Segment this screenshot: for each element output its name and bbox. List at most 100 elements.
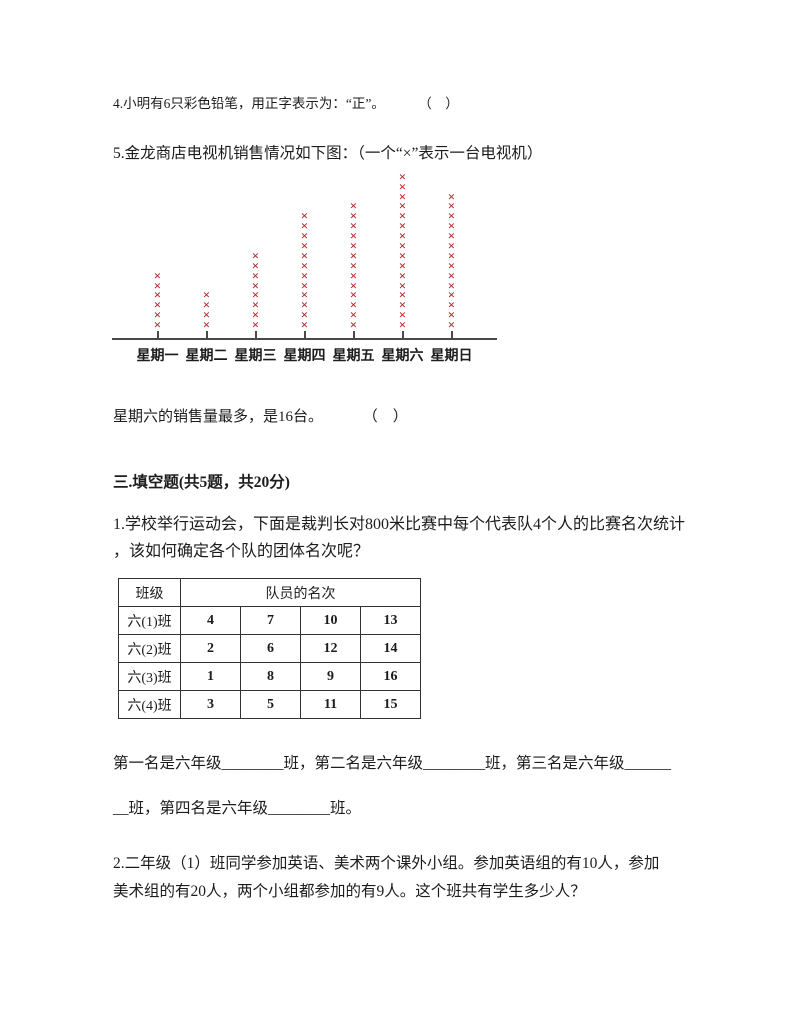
- unit-mark-icon: ×: [447, 218, 456, 234]
- unit-mark-icon: ×: [447, 247, 456, 263]
- unit-mark-icon: ×: [202, 307, 211, 323]
- question-2: 2.二年级（1）班同学参加英语、美术两个课外小组。参加英语组的有10人，参加 美…: [113, 850, 659, 906]
- axis-tick: [205, 331, 208, 338]
- rank-value-cell: 12: [300, 634, 361, 663]
- chart-column-7: × × × × × × × × × × × × × ×: [427, 188, 476, 338]
- unit-mark-icon: ×: [398, 247, 407, 263]
- rank-value-cell: 1: [180, 662, 241, 691]
- row-label: 六(3)班: [118, 662, 181, 691]
- unit-mark-icon: ×: [398, 287, 407, 303]
- unit-mark-icon: ×: [398, 228, 407, 244]
- unit-mark-icon: ×: [153, 307, 162, 323]
- unit-mark-icon: ×: [447, 228, 456, 244]
- unit-mark-icon: ×: [300, 307, 309, 323]
- unit-mark-icon: ×: [251, 247, 260, 263]
- tv-sales-pictograph: × × × × × × × × × × × × × × × × × × × × × × × × × × × × × × × × × × × × × × × ×…: [112, 170, 497, 365]
- unit-mark-icon: ×: [202, 287, 211, 303]
- rank-value-cell: 15: [360, 690, 421, 719]
- rank-value-cell: 7: [240, 606, 301, 635]
- unit-mark-icon: ×: [349, 228, 358, 244]
- unit-mark-icon: ×: [202, 317, 211, 333]
- unit-mark-icon: ×: [349, 218, 358, 234]
- axis-label-2: 星期二: [185, 349, 228, 364]
- chart-axis-labels: 星期一 星期二 星期三 星期四 星期五 星期六 星期日: [112, 345, 497, 365]
- unit-mark-icon: ×: [447, 198, 456, 214]
- axis-tick: [156, 331, 159, 338]
- table-span-header: 队员的名次: [180, 578, 421, 607]
- unit-mark-icon: ×: [447, 277, 456, 293]
- judgment-statement: 星期六的销售量最多，是16台。 （ ）: [113, 405, 408, 426]
- chart-column-2: × × × ×: [182, 287, 231, 338]
- unit-mark-icon: ×: [447, 208, 456, 224]
- unit-mark-icon: ×: [398, 277, 407, 293]
- table-corner-header: 班级: [118, 578, 181, 607]
- unit-mark-icon: ×: [300, 247, 309, 263]
- rank-value-cell: 4: [180, 606, 241, 635]
- rank-value-cell: 9: [300, 662, 361, 691]
- unit-mark-icon: ×: [447, 237, 456, 253]
- question-1-line-1: 1.学校举行运动会，下面是裁判长对800米比赛中每个代表队4个人的比赛名次统计: [113, 516, 686, 533]
- unit-mark-icon: ×: [251, 257, 260, 273]
- unit-mark-icon: ×: [300, 297, 309, 313]
- unit-mark-icon: ×: [153, 287, 162, 303]
- unit-mark-icon: ×: [153, 277, 162, 293]
- rank-value-cell: 3: [180, 690, 241, 719]
- unit-mark-icon: ×: [349, 277, 358, 293]
- unit-mark-icon: ×: [300, 267, 309, 283]
- unit-mark-icon: ×: [349, 257, 358, 273]
- unit-mark-icon: ×: [300, 277, 309, 293]
- unit-mark-icon: ×: [398, 317, 407, 333]
- chart-column-3: × × × × × × × ×: [231, 247, 280, 338]
- rank-value-cell: 8: [240, 662, 301, 691]
- question-4-text: 4.小明有6只彩色铅笔，用正字表示为：“正”。: [113, 96, 385, 111]
- row-label: 六(4)班: [118, 690, 181, 719]
- table-row: 六(3)班 1 8 9 16: [118, 662, 421, 691]
- unit-mark-icon: ×: [251, 277, 260, 293]
- unit-mark-icon: ×: [398, 237, 407, 253]
- unit-mark-icon: ×: [349, 287, 358, 303]
- rank-value-cell: 10: [300, 606, 361, 635]
- rank-value-cell: 11: [300, 690, 361, 719]
- unit-mark-icon: ×: [300, 317, 309, 333]
- judgment-answer-bracket: （ ）: [362, 409, 408, 425]
- rank-value-cell: 6: [240, 634, 301, 663]
- judgment-statement-text: 星期六的销售量最多，是16台。: [113, 409, 324, 425]
- unit-mark-icon: ×: [300, 218, 309, 234]
- unit-mark-icon: ×: [300, 257, 309, 273]
- unit-mark-icon: ×: [447, 297, 456, 313]
- blanks-paragraph-line-2: __班，第四名是六年级________班。: [113, 800, 362, 817]
- unit-mark-icon: ×: [349, 307, 358, 323]
- unit-mark-icon: ×: [398, 188, 407, 204]
- unit-mark-icon: ×: [398, 297, 407, 313]
- table-row: 六(1)班 4 7 10 13: [118, 606, 421, 635]
- unit-mark-icon: ×: [251, 317, 260, 333]
- rank-value-cell: 5: [240, 690, 301, 719]
- question-5: 5.金龙商店电视机销售情况如下图：（一个“×”表示一台电视机）: [113, 141, 542, 163]
- unit-mark-icon: ×: [251, 297, 260, 313]
- question-2-line-2: 美术组的有20人，两个小组都参加的有9人。这个班共有学生多少人？: [113, 883, 586, 900]
- chart-column-5: × × × × × × × × × × × × ×: [329, 198, 378, 338]
- unit-mark-icon: ×: [349, 198, 358, 214]
- section-3-header: 三.填空题(共5题，共20分): [113, 474, 290, 491]
- unit-mark-icon: ×: [153, 267, 162, 283]
- question-2-line-1: 2.二年级（1）班同学参加英语、美术两个课外小组。参加英语组的有10人，参加: [113, 855, 660, 872]
- unit-mark-icon: ×: [447, 188, 456, 204]
- unit-mark-icon: ×: [300, 287, 309, 303]
- unit-mark-icon: ×: [349, 317, 358, 333]
- unit-mark-icon: ×: [349, 237, 358, 253]
- unit-mark-icon: ×: [202, 297, 211, 313]
- unit-mark-icon: ×: [251, 287, 260, 303]
- rank-value-cell: 16: [360, 662, 421, 691]
- axis-tick: [254, 331, 257, 338]
- unit-mark-icon: ×: [398, 198, 407, 214]
- unit-mark-icon: ×: [251, 307, 260, 323]
- unit-mark-icon: ×: [300, 228, 309, 244]
- rank-value-cell: 2: [180, 634, 241, 663]
- unit-mark-icon: ×: [447, 257, 456, 273]
- unit-mark-icon: ×: [398, 208, 407, 224]
- axis-label-1: 星期一: [136, 349, 179, 364]
- unit-mark-icon: ×: [153, 317, 162, 333]
- question-1: 1.学校举行运动会，下面是裁判长对800米比赛中每个代表队4个人的比赛名次统计 …: [113, 511, 685, 565]
- row-label: 六(2)班: [118, 634, 181, 663]
- axis-tick: [303, 331, 306, 338]
